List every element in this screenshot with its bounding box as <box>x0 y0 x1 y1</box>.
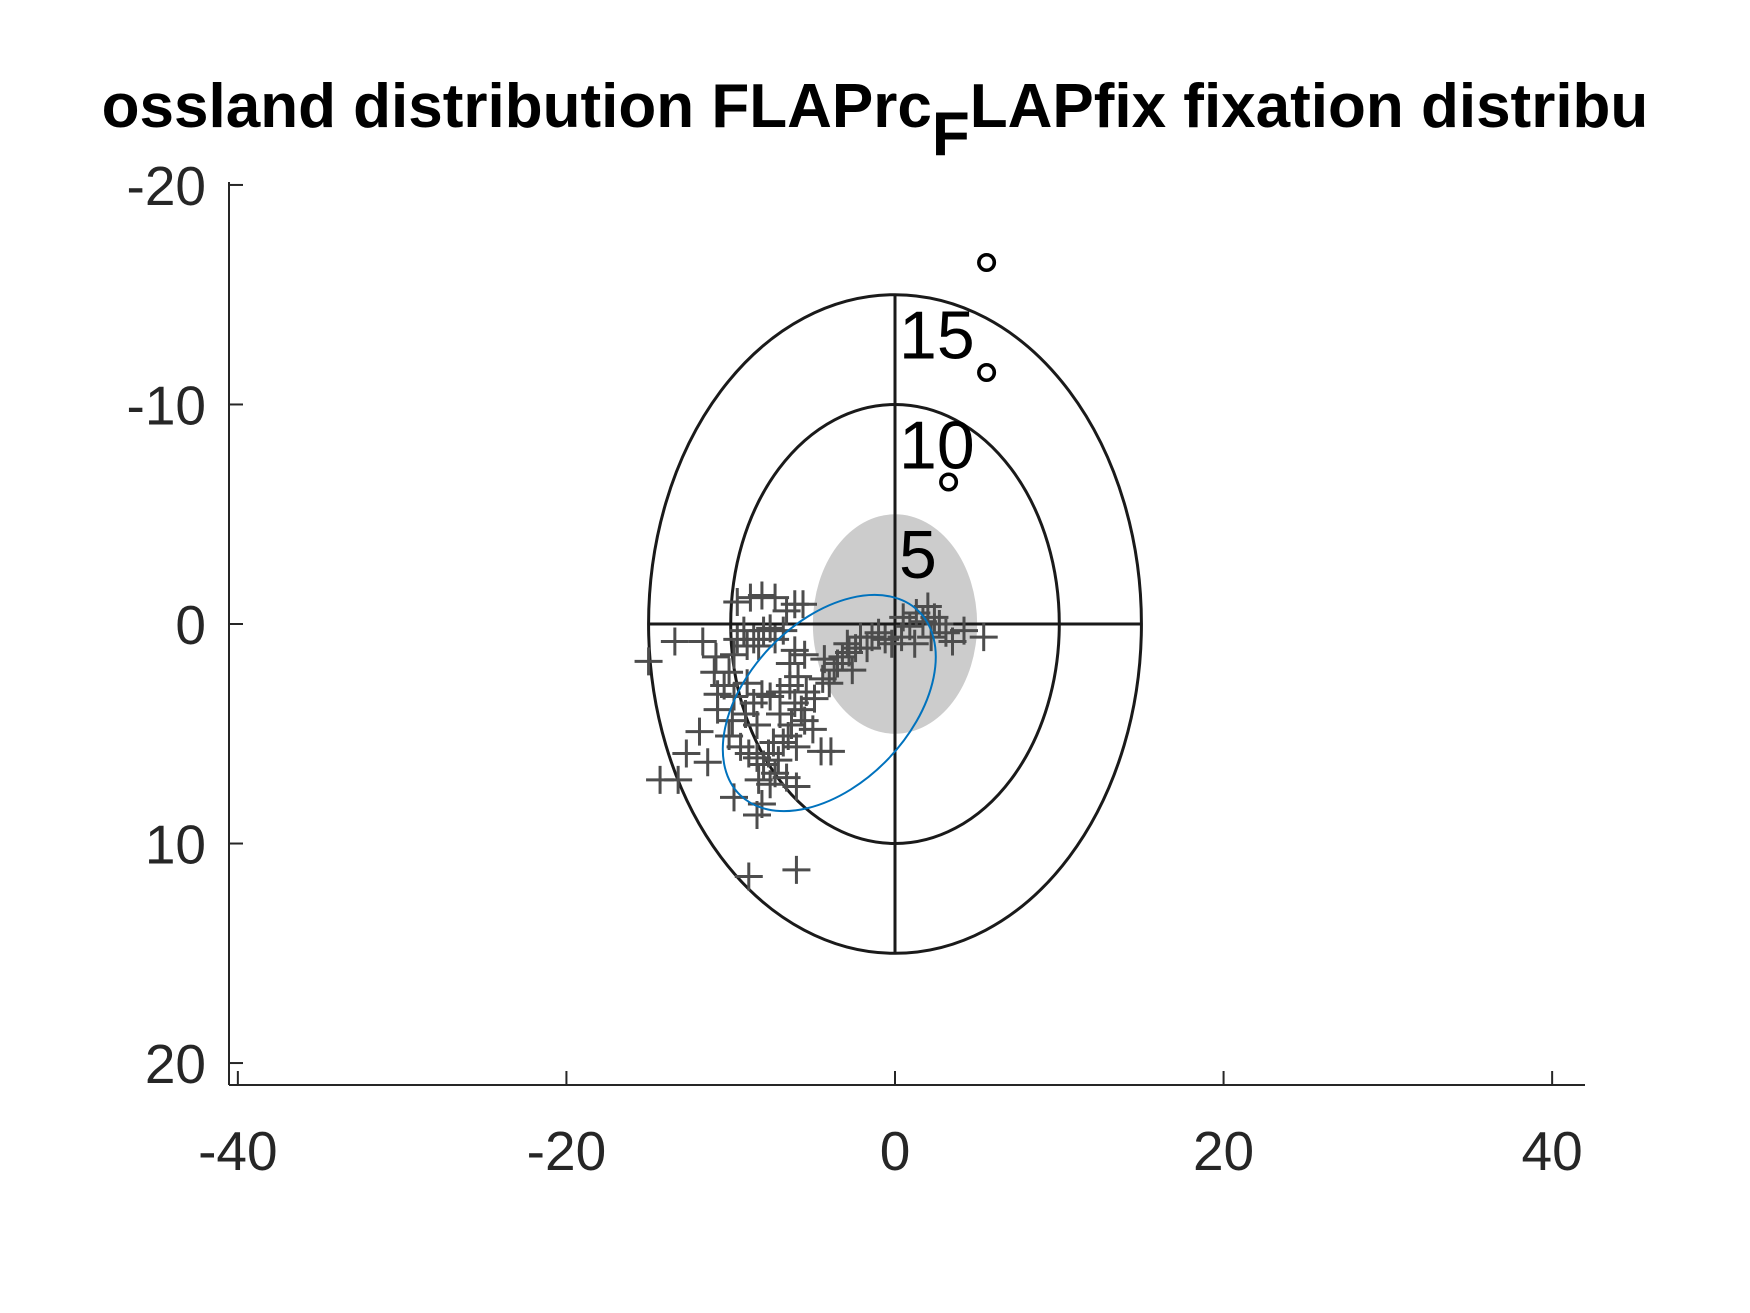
x-tick-label: 20 <box>1193 1120 1254 1182</box>
fixation-points <box>634 581 998 891</box>
fixation-point <box>715 658 744 687</box>
x-tick-label: 0 <box>880 1120 911 1182</box>
fixation-point <box>789 590 817 619</box>
fixation-point <box>736 583 765 612</box>
fixation-point <box>810 645 839 674</box>
fixation-point <box>660 627 689 656</box>
fixation-point <box>864 618 893 647</box>
bcea-ellipse <box>721 593 937 813</box>
degree-mark-5: ° <box>935 459 962 535</box>
fixation-point <box>772 596 801 625</box>
fixation-point <box>800 684 829 713</box>
fixation-point <box>787 695 816 724</box>
fixation-point <box>769 616 798 645</box>
fixation-point <box>685 717 714 746</box>
fixation-point <box>969 623 998 652</box>
fixation-point <box>938 627 967 656</box>
x-tick-label: 40 <box>1522 1120 1583 1182</box>
fixation-point <box>769 728 798 757</box>
fixation-point <box>782 732 811 761</box>
ring-label-15: 15 <box>899 298 975 374</box>
fixation-point <box>889 603 918 632</box>
fixation-point <box>790 640 819 669</box>
fixation-point <box>908 607 937 636</box>
fixation-point <box>775 671 804 700</box>
fixation-point <box>761 759 790 788</box>
axes: -40 -20 0 20 40 -20 -10 0 10 20 <box>127 155 1585 1182</box>
fixation-point <box>816 737 845 766</box>
ring-label-10: 10 <box>899 407 975 483</box>
fixation-point <box>815 669 844 698</box>
y-tick-label: -20 <box>127 155 207 217</box>
fixation-point <box>871 625 900 654</box>
degree-mark-10: ° <box>973 349 1000 425</box>
fixation-point <box>782 855 811 884</box>
chart-title-part2: LAPfix fixation distribu <box>970 72 1649 141</box>
y-tick-label: 0 <box>175 594 206 656</box>
fixation-point <box>701 642 730 671</box>
fixation-point <box>838 656 867 685</box>
y-tick-label: 20 <box>145 1033 206 1095</box>
fixation-point <box>853 634 882 663</box>
fixation-point <box>777 710 806 739</box>
fixation-point <box>718 706 747 735</box>
fixation-point <box>672 739 701 768</box>
x-tick-label: -40 <box>198 1120 278 1182</box>
fixation-point <box>744 631 773 660</box>
ring-label-5: 5 <box>899 517 937 593</box>
fixation-point <box>743 743 771 772</box>
fixation-point <box>764 746 793 775</box>
fixation-point <box>634 647 663 676</box>
fixation-point <box>782 772 811 801</box>
fixation-point <box>723 588 752 617</box>
fixation-point <box>823 649 852 678</box>
fixation-point <box>913 592 942 621</box>
fixation-point <box>688 627 717 656</box>
ring-labels: 5°10°15° <box>899 240 1000 594</box>
chart-title-part1: ossland distribution FLAPrc <box>102 72 932 141</box>
x-tick-label: -20 <box>527 1120 607 1182</box>
fixation-point <box>835 638 863 667</box>
fixation-point <box>733 669 762 698</box>
x-axis-ticks: -40 -20 0 20 40 <box>198 1071 1583 1182</box>
fixation-point <box>693 748 722 777</box>
y-tick-label: -10 <box>127 374 207 436</box>
fixation-point <box>950 616 978 645</box>
fixation-point <box>761 583 790 612</box>
fixation-point <box>743 710 771 739</box>
fixation-point <box>756 770 785 799</box>
fixation-point <box>900 629 929 658</box>
chart-title-subscript: F <box>932 100 970 169</box>
fixation-point <box>734 862 763 891</box>
fixation-point <box>747 581 776 610</box>
y-axis-ticks: -20 -10 0 10 20 <box>127 155 243 1095</box>
plot-area: 5°10°15° <box>634 240 1143 955</box>
fixation-point <box>744 765 773 794</box>
fixation-point <box>858 623 886 652</box>
fixation-point <box>720 682 748 711</box>
fixation-point <box>780 689 809 718</box>
fixation-point <box>646 765 675 794</box>
fixation-point <box>756 614 785 643</box>
fixation-point <box>798 715 827 744</box>
fixation-point <box>703 695 732 724</box>
chart-title: ossland distribution FLAPrcFLAPfix fixat… <box>102 72 1649 169</box>
fixation-point <box>715 721 744 750</box>
fixation-point <box>766 700 794 729</box>
y-tick-label: 10 <box>145 814 206 876</box>
degree-mark-15: ° <box>973 240 1000 316</box>
